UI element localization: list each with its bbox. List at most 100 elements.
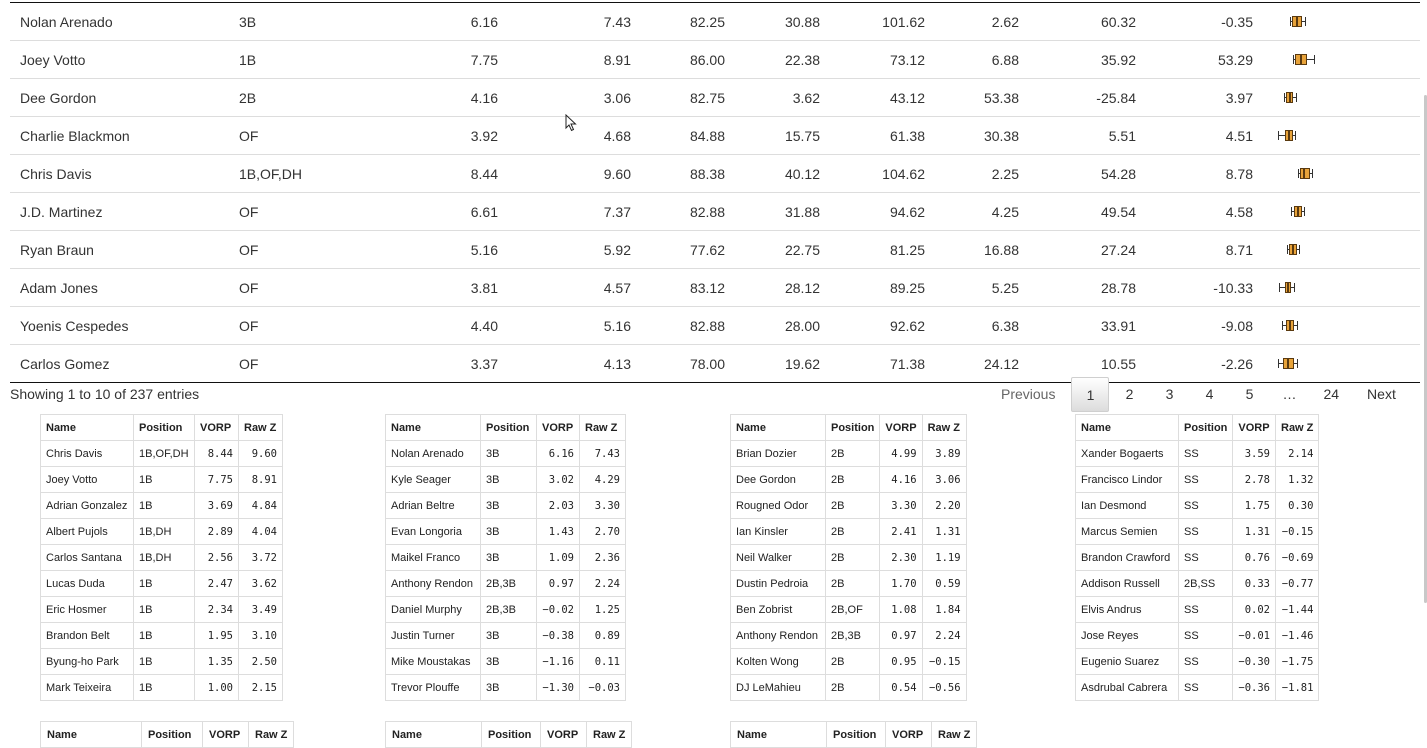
column-header[interactable]: VORP	[885, 721, 932, 748]
column-header[interactable]: Raw Z	[1274, 414, 1320, 441]
stat-cell: 4.13	[508, 344, 641, 383]
player-row: Dee Gordon 2B 4.16 3.06 82.75 3.62 43.12 53.38-…	[10, 78, 1420, 117]
position-cell: 3B	[480, 518, 537, 545]
table-row: Adrian Gonzalez 1B 3.69 4.84	[40, 492, 283, 519]
player-name-cell: Kyle Seager	[385, 466, 481, 493]
stat-cell: -10.33	[1146, 268, 1263, 307]
column-header[interactable]: Raw Z	[579, 414, 626, 441]
position-table: Name Position VORP Raw Z Xander Bogaerts SS 3.…	[1075, 414, 1320, 701]
position-cell: 2B	[229, 78, 399, 117]
boxplot-sparkline	[1263, 269, 1420, 306]
column-header[interactable]: Raw Z	[585, 721, 633, 748]
raw-z-cell: 4.84	[238, 492, 283, 519]
boxplot-cell	[1263, 268, 1420, 307]
page-button-4[interactable]: 4	[1205, 386, 1214, 402]
table-row: Marcus Semien SS 1.31 −0.15	[1075, 518, 1320, 545]
column-header[interactable]: Position	[481, 721, 541, 748]
table-row: Lucas Duda 1B 2.47 3.62	[40, 570, 283, 597]
table-row: Ben Zobrist 2B,OF 1.08 1.84	[730, 596, 967, 623]
column-header[interactable]: VORP	[194, 414, 239, 441]
next-page-button[interactable]: Next	[1367, 386, 1396, 402]
column-header[interactable]: Name	[40, 721, 142, 748]
stat-cell: 89.25	[830, 268, 935, 307]
column-header[interactable]: VORP	[536, 414, 580, 441]
table-row: Chris Davis 1B,OF,DH 8.44 9.60	[40, 440, 283, 467]
player-name-cell: Ryan Braun	[10, 230, 229, 269]
column-header[interactable]: Raw Z	[238, 414, 283, 441]
page-button-2[interactable]: 2	[1125, 386, 1134, 402]
column-header[interactable]: Position	[133, 414, 195, 441]
column-header[interactable]: Position	[141, 721, 203, 748]
stat-cell: 60.32	[1100, 13, 1136, 30]
column-header[interactable]: Position	[480, 414, 537, 441]
boxplot-sparkline	[1263, 3, 1420, 40]
player-row: J.D. Martinez OF 6.61 7.37 82.88 31.88 94.62 4.…	[10, 192, 1420, 231]
boxplot-sparkline	[1263, 155, 1420, 192]
column-header[interactable]: Name	[1075, 414, 1179, 441]
column-header[interactable]: Name	[730, 414, 826, 441]
page-button-24[interactable]: 24	[1323, 386, 1340, 402]
column-header[interactable]: VORP	[540, 721, 587, 748]
column-header[interactable]: Name	[385, 414, 481, 441]
boxplot-cell	[1263, 78, 1420, 117]
column-header[interactable]: VORP	[879, 414, 923, 441]
page-button-5[interactable]: 5	[1245, 386, 1254, 402]
stat-cell: 6.88	[935, 40, 1029, 79]
column-header[interactable]: Name	[730, 721, 827, 748]
player-name-cell: Carlos Gomez	[10, 344, 229, 383]
previous-page-button[interactable]: Previous	[1001, 386, 1056, 402]
vorp-cell: 7.75	[194, 466, 239, 493]
position-table: Name Position VORP Raw Z	[40, 721, 295, 748]
column-header[interactable]: VORP	[202, 721, 249, 748]
boxplot-sparkline	[1263, 117, 1420, 154]
table-row: Evan Longoria 3B 1.43 2.70	[385, 518, 626, 545]
column-header[interactable]: Raw Z	[921, 414, 967, 441]
column-header[interactable]: Position	[1177, 414, 1234, 441]
stat-cell: 5.16	[399, 230, 508, 269]
boxplot-whisker-cap	[1278, 131, 1279, 140]
page-button-1[interactable]: 1	[1071, 377, 1110, 412]
table-row: Ian Desmond SS 1.75 0.30	[1075, 492, 1320, 519]
column-header[interactable]: Raw Z	[930, 721, 978, 748]
player-name-cell: Marcus Semien	[1075, 518, 1179, 545]
vorp-cell: 0.97	[536, 570, 580, 597]
page-button-3[interactable]: 3	[1165, 386, 1174, 402]
raw-z-cell: 0.89	[579, 622, 626, 649]
player-name-cell: Albert Pujols	[40, 518, 134, 545]
stat-cell: 4.57	[508, 268, 641, 307]
stat-cell: 2.62	[991, 13, 1019, 30]
stat-cell: 28.12	[735, 268, 830, 307]
boxplot-whisker-cap	[1287, 245, 1288, 254]
position-table: Name Position VORP Raw Z Brian Dozier 2B 4.99 3…	[730, 414, 967, 701]
player-name-cell: Brian Dozier	[730, 440, 826, 467]
player-name-cell: DJ LeMahieu	[730, 674, 826, 701]
stat-cell: 7.43	[603, 13, 631, 30]
stat-cell: 4.16	[399, 78, 508, 117]
player-name-cell: Asdrubal Cabrera	[1075, 674, 1179, 701]
column-header[interactable]: Name	[385, 721, 482, 748]
column-header[interactable]: Position	[826, 721, 886, 748]
player-name-cell: Adrian Beltre	[385, 492, 481, 519]
position-cell: SS	[1177, 596, 1234, 623]
player-name-cell: Mike Moustakas	[385, 648, 481, 675]
stat-cell: 84.88	[641, 116, 735, 155]
column-header[interactable]: Name	[40, 414, 134, 441]
column-header[interactable]: Position	[824, 414, 881, 441]
stat-cell: 8.78	[1146, 154, 1263, 193]
vorp-cell: 3.59	[1232, 440, 1276, 467]
player-name-cell: Chris Davis	[40, 440, 134, 467]
column-header[interactable]: VORP	[1232, 414, 1276, 441]
position-cell: 1B,DH	[133, 518, 195, 545]
vorp-cell: 0.95	[879, 648, 923, 675]
boxplot-median	[1300, 54, 1302, 65]
boxplot-cell	[1263, 230, 1420, 269]
stat-cell: 4.40	[399, 306, 508, 345]
boxplot-cell	[1263, 154, 1420, 193]
boxplot-sparkline	[1263, 231, 1420, 268]
scrollbar[interactable]	[1424, 95, 1427, 603]
position-cell: 2B	[824, 440, 881, 467]
pagination: Previous 1 2 3 4 5 … 24 Next	[985, 377, 1410, 412]
raw-z-cell: −0.77	[1274, 570, 1320, 597]
boxplot-whisker-cap	[1312, 169, 1313, 178]
column-header[interactable]: Raw Z	[247, 721, 295, 748]
